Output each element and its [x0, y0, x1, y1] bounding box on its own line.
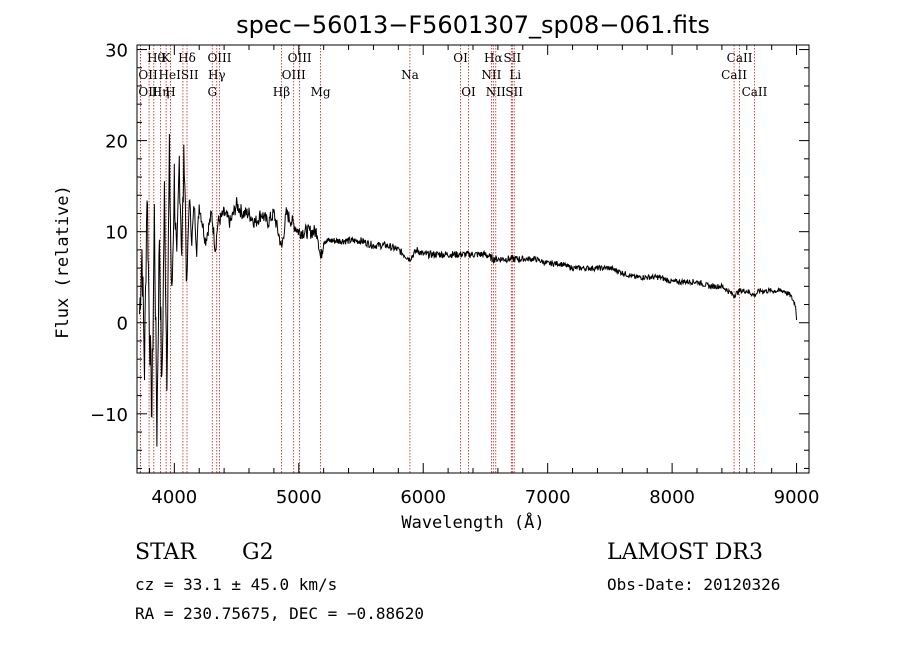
spectral-line-label: Hα — [484, 51, 503, 65]
y-axis-label: Flux (relative) — [53, 185, 73, 339]
spectral-line-label: OI — [453, 51, 468, 65]
x-tick-label: 9000 — [774, 487, 820, 508]
spectrum-line — [139, 133, 798, 447]
spectral-line-label: Hγ — [208, 68, 226, 82]
chart-title: spec−56013−F5601307_sp08−061.fits — [236, 11, 710, 39]
spectral-line-label: K — [162, 51, 172, 65]
x-tick-label: 6000 — [400, 487, 446, 508]
spectral-line-label: G — [207, 85, 217, 99]
spectral-line-label: H — [165, 85, 175, 99]
x-tick-label: 8000 — [649, 487, 695, 508]
spectral-line-label: Hη — [152, 85, 170, 99]
x-tick-label: 4000 — [151, 487, 197, 508]
spectral-line-label: Li — [509, 68, 521, 82]
spectral-line-label: SII — [505, 85, 523, 99]
spectral-line-label: SII — [181, 68, 199, 82]
spectral-line-label: Na — [401, 68, 419, 82]
spectral-line-label: NII — [486, 85, 506, 99]
survey-name: LAMOST DR3 — [607, 540, 763, 565]
spectral-line-label: HeI — [159, 68, 182, 82]
spectral-line-label: Mg — [311, 85, 331, 99]
spectral-line-label: OII — [138, 85, 158, 99]
y-tick-label: 10 — [105, 223, 128, 244]
subclass: G2 — [242, 540, 274, 565]
y-tick-label: 0 — [117, 314, 128, 335]
x-axis-label: Wavelength (Å) — [401, 511, 544, 533]
redshift-velocity: cz = 33.1 ± 45.0 km/s — [135, 575, 338, 594]
spectral-line-label: CaII — [742, 85, 768, 99]
spectral-line-label: NII — [481, 68, 501, 82]
observation-date: Obs-Date: 20120326 — [607, 575, 781, 594]
y-tick-label: −10 — [90, 405, 128, 426]
x-axis-ticks: 4000 5000 6000 7000 8000 9000 — [148, 45, 820, 508]
y-tick-label: 30 — [105, 41, 128, 62]
spectral-line-label: OIII — [288, 51, 312, 65]
spectral-line-label: Hδ — [178, 51, 196, 65]
spectral-line-label: CaII — [727, 51, 753, 65]
spectral-line-label: OI — [461, 85, 476, 99]
spectral-line-label: OII — [138, 68, 158, 82]
y-axis-ticks: −10 0 10 20 30 — [90, 41, 809, 469]
plot-frame — [136, 44, 810, 474]
x-tick-label: 7000 — [525, 487, 571, 508]
coordinates: RA = 230.75675, DEC = −0.88620 — [135, 604, 424, 623]
spectral-line-label: OIII — [282, 68, 306, 82]
spectral-line-label: OIII — [207, 51, 231, 65]
object-class: STAR — [135, 540, 196, 565]
y-tick-label: 20 — [105, 132, 128, 153]
spectral-line-label: Hβ — [273, 85, 290, 99]
x-tick-label: 5000 — [276, 487, 322, 508]
spectral-line-label: SII — [503, 51, 521, 65]
spectral-line-label: CaII — [721, 68, 747, 82]
